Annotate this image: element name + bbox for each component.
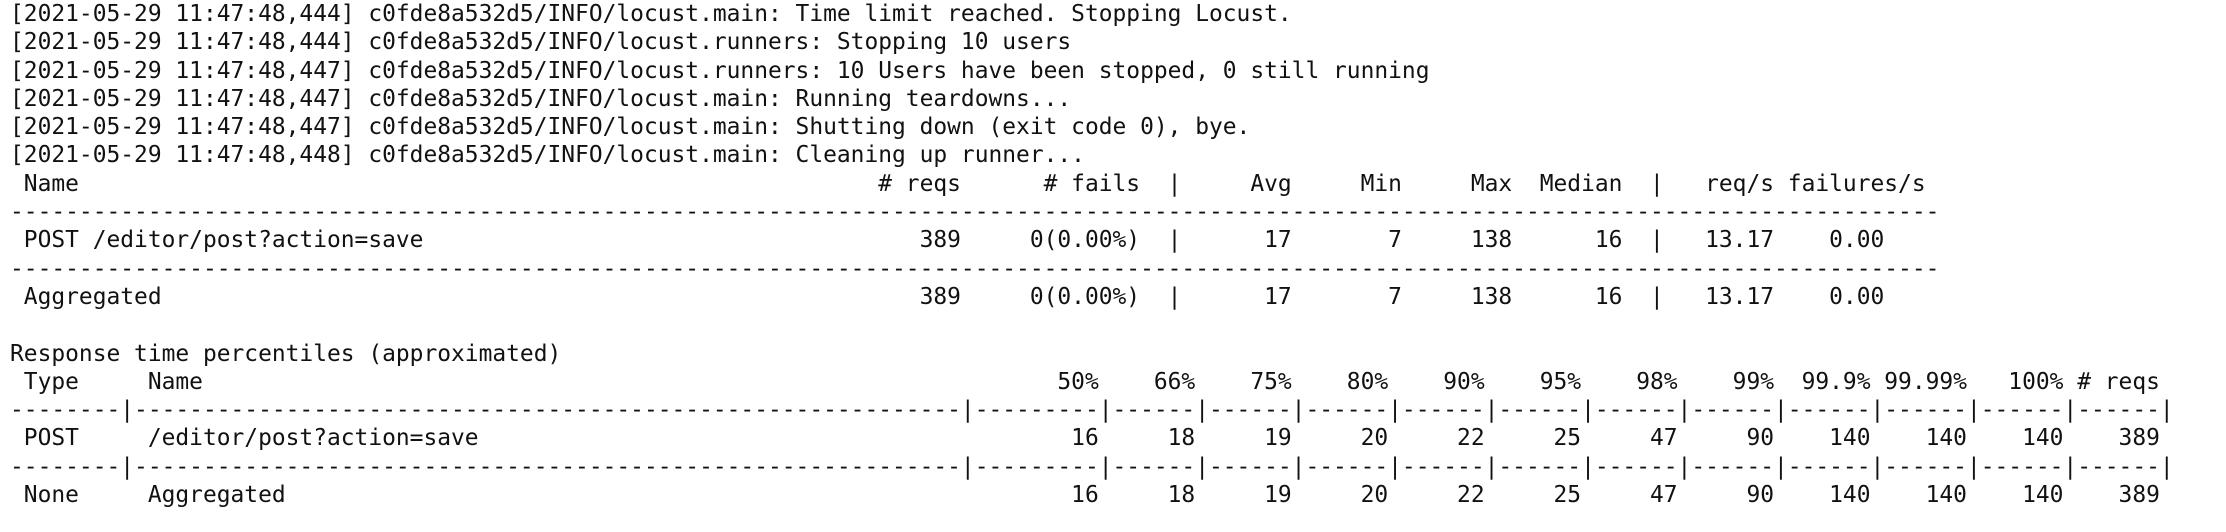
stats-table-divider: ----------------------------------------…	[10, 199, 1940, 226]
stats-table-row: POST /editor/post?action=save 389 0(0.00…	[10, 227, 1885, 254]
percentiles-title: Response time percentiles (approximated)	[10, 340, 562, 367]
log-line-stopping-users: [2021-05-29 11:47:48,444] c0fde8a532d5/I…	[10, 29, 1072, 56]
log-line-cleaning-up: [2021-05-29 11:47:48,448] c0fde8a532d5/I…	[10, 142, 1085, 169]
percentiles-table-aggregated-row: None Aggregated 16 18 19 20 22 25 47 90 …	[10, 482, 2160, 509]
percentiles-table-divider: --------|-------------------------------…	[10, 453, 2174, 480]
stats-table-aggregated-row: Aggregated 389 0(0.00%) | 17 7 138 16 | …	[10, 283, 1885, 310]
percentiles-table-divider: --------|-------------------------------…	[10, 397, 2174, 424]
blank-line	[10, 311, 2226, 339]
percentiles-table-row: POST /editor/post?action=save 16 18 19 2…	[10, 425, 2160, 452]
stats-table-divider: ----------------------------------------…	[10, 255, 1940, 282]
log-line-users-stopped: [2021-05-29 11:47:48,447] c0fde8a532d5/I…	[10, 57, 1430, 84]
log-line-running-teardowns: [2021-05-29 11:47:48,447] c0fde8a532d5/I…	[10, 85, 1072, 112]
stats-table-header: Name # reqs # fails | Avg Min Max Median…	[10, 170, 1926, 197]
log-line-shutting-down: [2021-05-29 11:47:48,447] c0fde8a532d5/I…	[10, 114, 1251, 141]
log-line-time-limit: [2021-05-29 11:47:48,444] c0fde8a532d5/I…	[10, 1, 1292, 27]
percentiles-table-header: Type Name 50% 66% 75% 80% 90% 95% 98% 99…	[10, 368, 2160, 395]
